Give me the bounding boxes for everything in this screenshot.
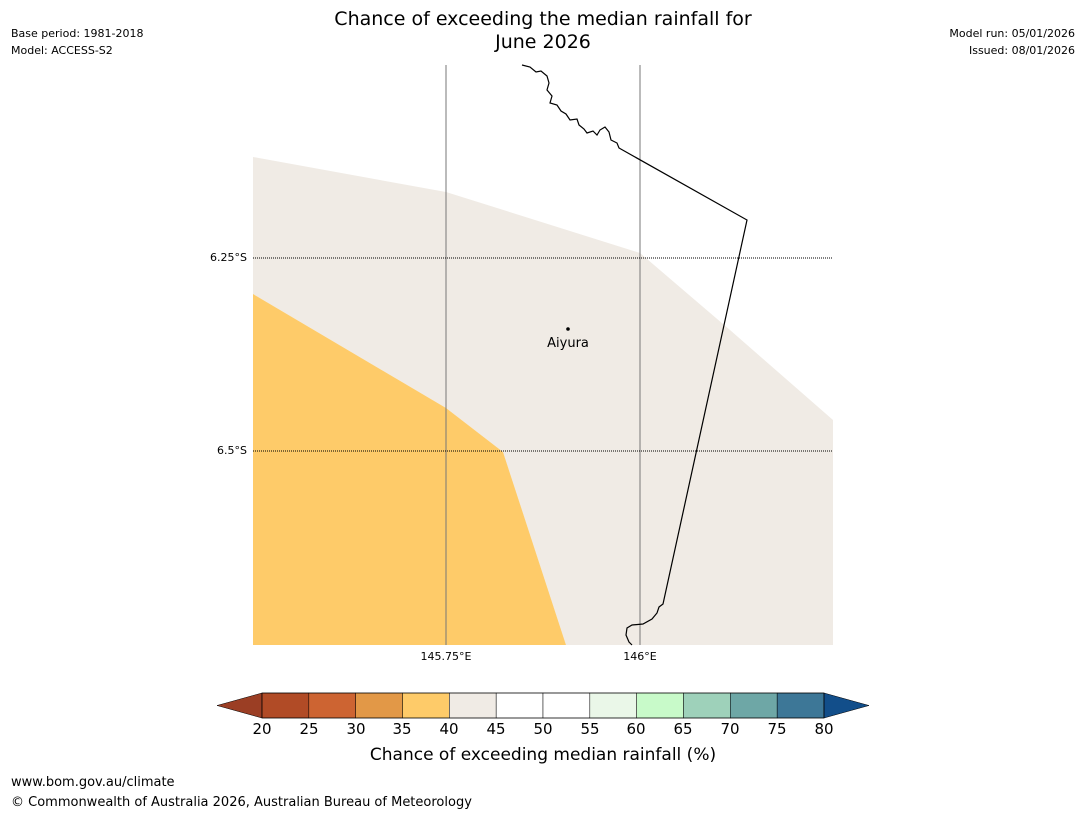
colorbar-tick: 25 <box>299 720 319 738</box>
map-title: Chance of exceeding the median rainfall … <box>243 8 843 54</box>
colorbar-swatch <box>308 692 356 719</box>
colorbar-swatch <box>261 692 310 719</box>
header-meta-right: Model run: 05/01/2026 Issued: 08/01/2026 <box>949 25 1075 59</box>
region-40-45-percent <box>253 157 833 645</box>
colorbar-title: Chance of exceeding median rainfall (%) <box>369 745 717 765</box>
province-boundary <box>521 64 748 646</box>
colorbar-tick: 70 <box>720 720 740 738</box>
model-text: Model: ACCESS-S2 <box>11 44 113 57</box>
colorbar-swatch <box>730 692 778 719</box>
lat-label-6-5: 6.5°S <box>217 444 247 457</box>
colorbar-swatch <box>495 692 544 719</box>
colorbar-over-arrow <box>823 692 870 719</box>
colorbar-tick: 50 <box>533 720 553 738</box>
colorbar-tick: 75 <box>767 720 787 738</box>
footer-url[interactable]: www.bom.gov.au/climate <box>11 775 175 790</box>
title-line-2: June 2026 <box>495 31 591 53</box>
footer-copyright: © Commonwealth of Australia 2026, Austra… <box>11 795 472 810</box>
colorbar-under-arrow <box>216 692 263 719</box>
colorbar-tick: 55 <box>580 720 600 738</box>
aiyura-marker <box>566 327 570 331</box>
colorbar-tick: 40 <box>439 720 459 738</box>
colorbar-swatch <box>636 692 684 719</box>
model-run-text: Model run: 05/01/2026 <box>949 27 1075 40</box>
lat-label-6-25: 6.25°S <box>210 251 247 264</box>
region-35-40-percent <box>253 294 566 645</box>
colorbar-swatch <box>542 692 591 719</box>
colorbar-tick: 80 <box>814 720 834 738</box>
aiyura-label: Aiyura <box>547 336 589 351</box>
colorbar-swatch <box>449 692 497 719</box>
colorbar-tick: 35 <box>392 720 412 738</box>
colorbar-swatch <box>355 692 403 719</box>
lon-label-146: 146°E <box>623 650 657 663</box>
base-period-text: Base period: 1981-2018 <box>11 27 144 40</box>
colorbar-swatch <box>402 692 450 719</box>
colorbar-swatch <box>683 692 731 719</box>
colorbar-frame <box>261 692 825 719</box>
header-meta-left: Base period: 1981-2018 Model: ACCESS-S2 <box>11 25 143 59</box>
colorbar-tick: 45 <box>486 720 506 738</box>
colorbar-tick: 20 <box>252 720 272 738</box>
issued-text: Issued: 08/01/2026 <box>968 44 1075 57</box>
lon-label-145-75: 145.75°E <box>420 650 472 663</box>
colorbar-tick: 65 <box>673 720 693 738</box>
colorbar-swatch <box>589 692 637 719</box>
colorbar-swatch <box>776 692 825 719</box>
colorbar-tick: 60 <box>626 720 646 738</box>
colorbar-tick: 30 <box>346 720 366 738</box>
title-line-1: Chance of exceeding the median rainfall … <box>334 8 752 30</box>
